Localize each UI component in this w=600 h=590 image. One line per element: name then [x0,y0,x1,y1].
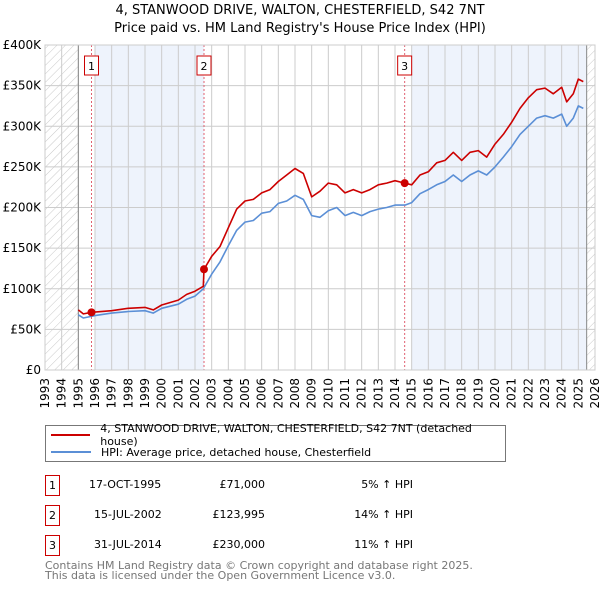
x-tick-label: 2004 [221,378,235,409]
sale-badge-label: 1 [88,60,95,73]
transaction-price: £123,995 [212,508,266,521]
x-tick-label: 2010 [321,378,335,409]
x-tick-label: 2020 [488,378,502,409]
x-tick-label: 2021 [505,378,519,409]
y-tick-label: £400K [3,38,43,52]
x-tick-label: 2015 [405,378,419,409]
x-tick-label: 1997 [105,378,119,409]
x-tick-label: 2018 [455,378,469,409]
x-tick-label: 2003 [205,378,219,409]
sale-badge [397,55,413,76]
footer-copyright: Contains HM Land Registry data © Crown c… [45,559,473,572]
x-tick-label: 2013 [371,378,385,409]
chart-title: 4, STANWOOD DRIVE, WALTON, CHESTERFIELD,… [115,3,485,18]
y-tick-label: £0 [26,363,41,377]
x-tick-label: 1998 [121,378,135,409]
x-tick-label: 2014 [388,378,402,409]
x-tick-label: 2000 [155,378,169,409]
transaction-hpi: 5% ↑ HPI [361,478,413,491]
x-tick-label: 2026 [588,378,600,409]
y-tick-label: £100K [3,282,43,296]
transaction-price: £230,000 [212,538,266,551]
x-tick-label: 2007 [271,378,285,409]
sale-point [400,179,409,188]
transaction-date: 31-JUL-2014 [94,538,162,551]
transaction-row: 1 17-OCT-1995 £71,000 5% ↑ HPI [45,475,465,496]
y-tick-label: £50K [10,322,42,336]
sale-badge-label: 2 [201,60,208,73]
transaction-date: 15-JUL-2002 [94,508,162,521]
x-tick-label: 1994 [55,378,69,409]
transaction-hpi: 14% ↑ HPI [354,508,413,521]
x-tick-label: 1996 [88,378,102,409]
transaction-number: 2 [45,505,60,526]
legend-swatch-property [51,434,91,436]
x-tick-label: 2016 [421,378,435,409]
transaction-hpi: 11% ↑ HPI [354,538,413,551]
chart-legend: 4, STANWOOD DRIVE, WALTON, CHESTERFIELD,… [45,422,506,462]
transaction-row: 2 15-JUL-2002 £123,995 14% ↑ HPI [45,505,465,526]
y-tick-label: £150K [3,241,43,255]
sale-point [87,308,96,317]
x-tick-label: 2005 [238,378,252,409]
x-tick-label: 1995 [71,378,85,409]
legend-item-hpi: HPI: Average price, detached house, Ches… [51,444,371,460]
x-tick-label: 2011 [338,378,352,409]
hpi-line [77,105,584,319]
x-tick-label: 2022 [521,378,535,409]
x-tick-label: 2025 [571,378,585,409]
x-tick-label: 1999 [138,378,152,409]
chart-subtitle: Price paid vs. HM Land Registry's House … [114,21,486,36]
y-tick-label: £350K [3,79,43,93]
x-tick-label: 2017 [438,378,452,409]
legend-label: HPI: Average price, detached house, Ches… [101,445,372,459]
x-tick-label: 2019 [471,378,485,409]
y-tick-label: £250K [3,160,43,174]
x-tick-label: 2009 [305,378,319,409]
transaction-number: 1 [45,475,60,496]
x-tick-label: 2024 [555,378,569,409]
footer-licence: This data is licensed under the Open Gov… [45,569,396,582]
x-tick-label: 2006 [255,378,269,409]
transaction-date: 17-OCT-1995 [89,478,162,491]
legend-label: 4, STANWOOD DRIVE, WALTON, CHESTERFIELD,… [100,422,472,448]
sale-point [200,265,208,274]
x-tick-label: 1993 [38,378,52,409]
x-tick-label: 2001 [171,378,185,409]
transaction-number: 3 [45,535,60,556]
x-tick-label: 2008 [288,378,302,409]
y-tick-label: £300K [3,119,43,133]
y-tick-label: £200K [3,201,43,215]
sale-badge [196,55,212,76]
legend-swatch-hpi [51,451,91,453]
legend-item-property: 4, STANWOOD DRIVE, WALTON, CHESTERFIELD,… [51,422,505,448]
sale-badge [84,55,99,76]
x-tick-label: 2002 [188,378,202,409]
property-price-line [77,78,584,315]
plot-frame [44,44,596,371]
x-tick-label: 2023 [538,378,552,409]
x-tick-label: 2012 [355,378,369,409]
transaction-price: £71,000 [219,478,266,491]
sale-badge-label: 3 [401,60,408,73]
transaction-row: 3 31-JUL-2014 £230,000 11% ↑ HPI [45,535,465,556]
